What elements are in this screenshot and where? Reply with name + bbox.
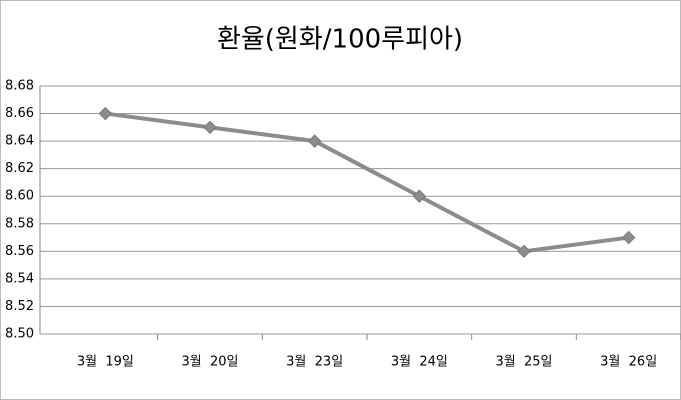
y-tick-label: 8.68 [5, 79, 34, 94]
y-tick-label: 8.62 [5, 161, 34, 176]
data-point [307, 134, 322, 148]
data-point [517, 244, 531, 259]
y-tick-label: 8.50 [5, 327, 34, 342]
y-tick-label: 8.66 [5, 106, 34, 121]
data-point [203, 120, 217, 135]
x-tick-label: 3월 24일 [391, 355, 448, 370]
data-line [105, 111, 629, 254]
x-tick-label: 3월 25일 [496, 355, 553, 370]
y-tick-label: 8.52 [5, 299, 34, 314]
x-tick-label: 3월 23일 [286, 355, 343, 370]
y-tick-label: 8.56 [5, 244, 34, 259]
y-tick-label: 8.64 [5, 134, 34, 149]
x-tick-label: 3월 19일 [77, 355, 134, 370]
data-point [621, 230, 636, 245]
data-point [412, 189, 427, 203]
y-tick-label: 8.54 [5, 271, 34, 286]
x-tick-label: 3월 26일 [600, 355, 657, 370]
y-tick-label: 8.60 [5, 189, 34, 204]
chart-title: 환율(원화/100루피아) [217, 25, 463, 55]
data-point [98, 106, 113, 121]
x-tick-label: 3월 20일 [182, 355, 239, 370]
y-tick-label: 8.58 [5, 216, 34, 231]
